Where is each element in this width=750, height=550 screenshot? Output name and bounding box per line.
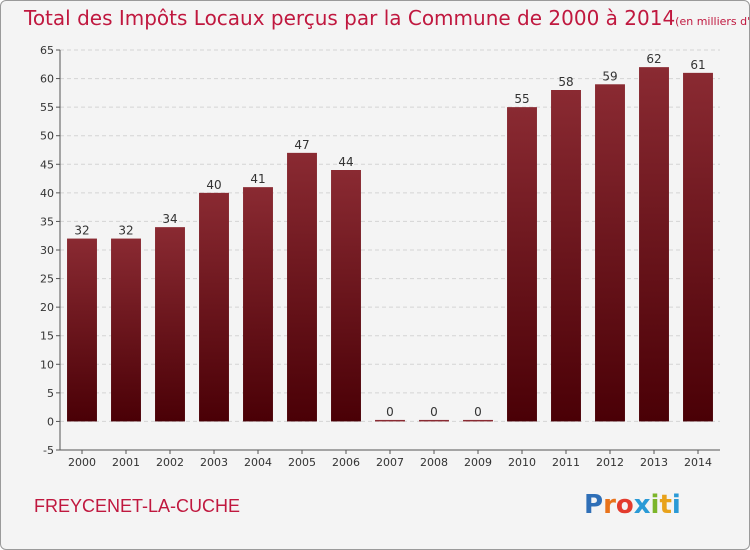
x-tick-label-2006: 2006 (332, 456, 360, 469)
x-tick-label-2005: 2005 (288, 456, 316, 469)
y-tick-label: 20 (40, 301, 54, 314)
x-tick-label-2013: 2013 (640, 456, 668, 469)
bar-2008 (419, 419, 449, 422)
data-label-2010: 55 (514, 92, 529, 106)
logo-letter: r (603, 490, 616, 520)
y-tick-label: 45 (40, 158, 54, 171)
bar-2012 (595, 84, 625, 422)
chart-title: Total des Impôts Locaux perçus par la Co… (24, 6, 750, 30)
data-label-2005: 47 (294, 138, 309, 152)
bar-chart: -5 0 5 10 15 20 25 30 35 40 45 50 55 60 65 32 2000 32 2001… (40, 44, 720, 469)
chart-title-text: Total des Impôts Locaux perçus par la Co… (24, 6, 676, 30)
x-tick-label-2011: 2011 (552, 456, 580, 469)
y-tick-label: 35 (40, 215, 54, 228)
x-tick-label-2010: 2010 (508, 456, 536, 469)
data-label-2008: 0 (430, 405, 438, 419)
x-tick-label-2004: 2004 (244, 456, 272, 469)
y-tick-label: 65 (40, 44, 54, 57)
bar-2014 (683, 72, 713, 422)
commune-name: FREYCENET-LA-CUCHE (34, 496, 241, 516)
x-tick-label-2008: 2008 (420, 456, 448, 469)
y-tick-label: 25 (40, 273, 54, 286)
x-tick-label-2003: 2003 (200, 456, 228, 469)
y-tick-label: 55 (40, 101, 54, 114)
bar-2004 (243, 187, 273, 422)
data-label-2012: 59 (602, 69, 617, 83)
data-label-2006: 44 (338, 155, 353, 169)
bar-2000 (67, 238, 97, 422)
y-tick-label: 40 (40, 187, 54, 200)
y-tick-label: 5 (47, 387, 54, 400)
data-label-2003: 40 (206, 178, 221, 192)
bar-2011 (551, 90, 581, 422)
bar-2002 (155, 227, 185, 422)
data-label-2013: 62 (646, 52, 661, 66)
data-label-2001: 32 (118, 224, 133, 238)
logo-letter: o (615, 490, 634, 520)
data-label-2011: 58 (558, 75, 573, 89)
data-label-2002: 34 (162, 212, 177, 226)
logo-letter: P (584, 490, 604, 520)
data-label-2014: 61 (690, 58, 705, 72)
data-label-2007: 0 (386, 405, 394, 419)
bar-2005 (287, 152, 317, 422)
y-tick-label: -5 (43, 444, 54, 457)
chart-unit-label: (en milliers d'€) (675, 15, 750, 28)
data-label-2009: 0 (474, 405, 482, 419)
y-tick-label: 50 (40, 130, 54, 143)
y-tick-label: 10 (40, 358, 54, 371)
bar-2001 (111, 238, 141, 422)
y-tick-label: 30 (40, 244, 54, 257)
bar-2006 (331, 170, 361, 422)
y-tick-label: 15 (40, 330, 54, 343)
data-label-2004: 41 (250, 172, 265, 186)
logo-letter: t (659, 490, 672, 520)
x-tick-label-2000: 2000 (68, 456, 96, 469)
bar-2007 (375, 419, 405, 422)
x-tick-label-2012: 2012 (596, 456, 624, 469)
bar-2003 (199, 192, 229, 422)
logo-letter: i (671, 490, 681, 520)
logo-letter: x (633, 490, 651, 520)
x-tick-label-2002: 2002 (156, 456, 184, 469)
x-tick-label-2007: 2007 (376, 456, 404, 469)
x-tick-label-2014: 2014 (684, 456, 712, 469)
y-tick-label: 60 (40, 73, 54, 86)
bar-2009 (463, 419, 493, 422)
y-tick-label: 0 (47, 415, 54, 428)
x-tick-label-2001: 2001 (112, 456, 140, 469)
bar-2010 (507, 107, 537, 422)
logo-letter: i (650, 490, 660, 520)
x-tick-label-2009: 2009 (464, 456, 492, 469)
data-label-2000: 32 (74, 224, 89, 238)
proxiti-logo[interactable]: Proxiti (584, 490, 681, 520)
bar-2013 (639, 67, 669, 422)
